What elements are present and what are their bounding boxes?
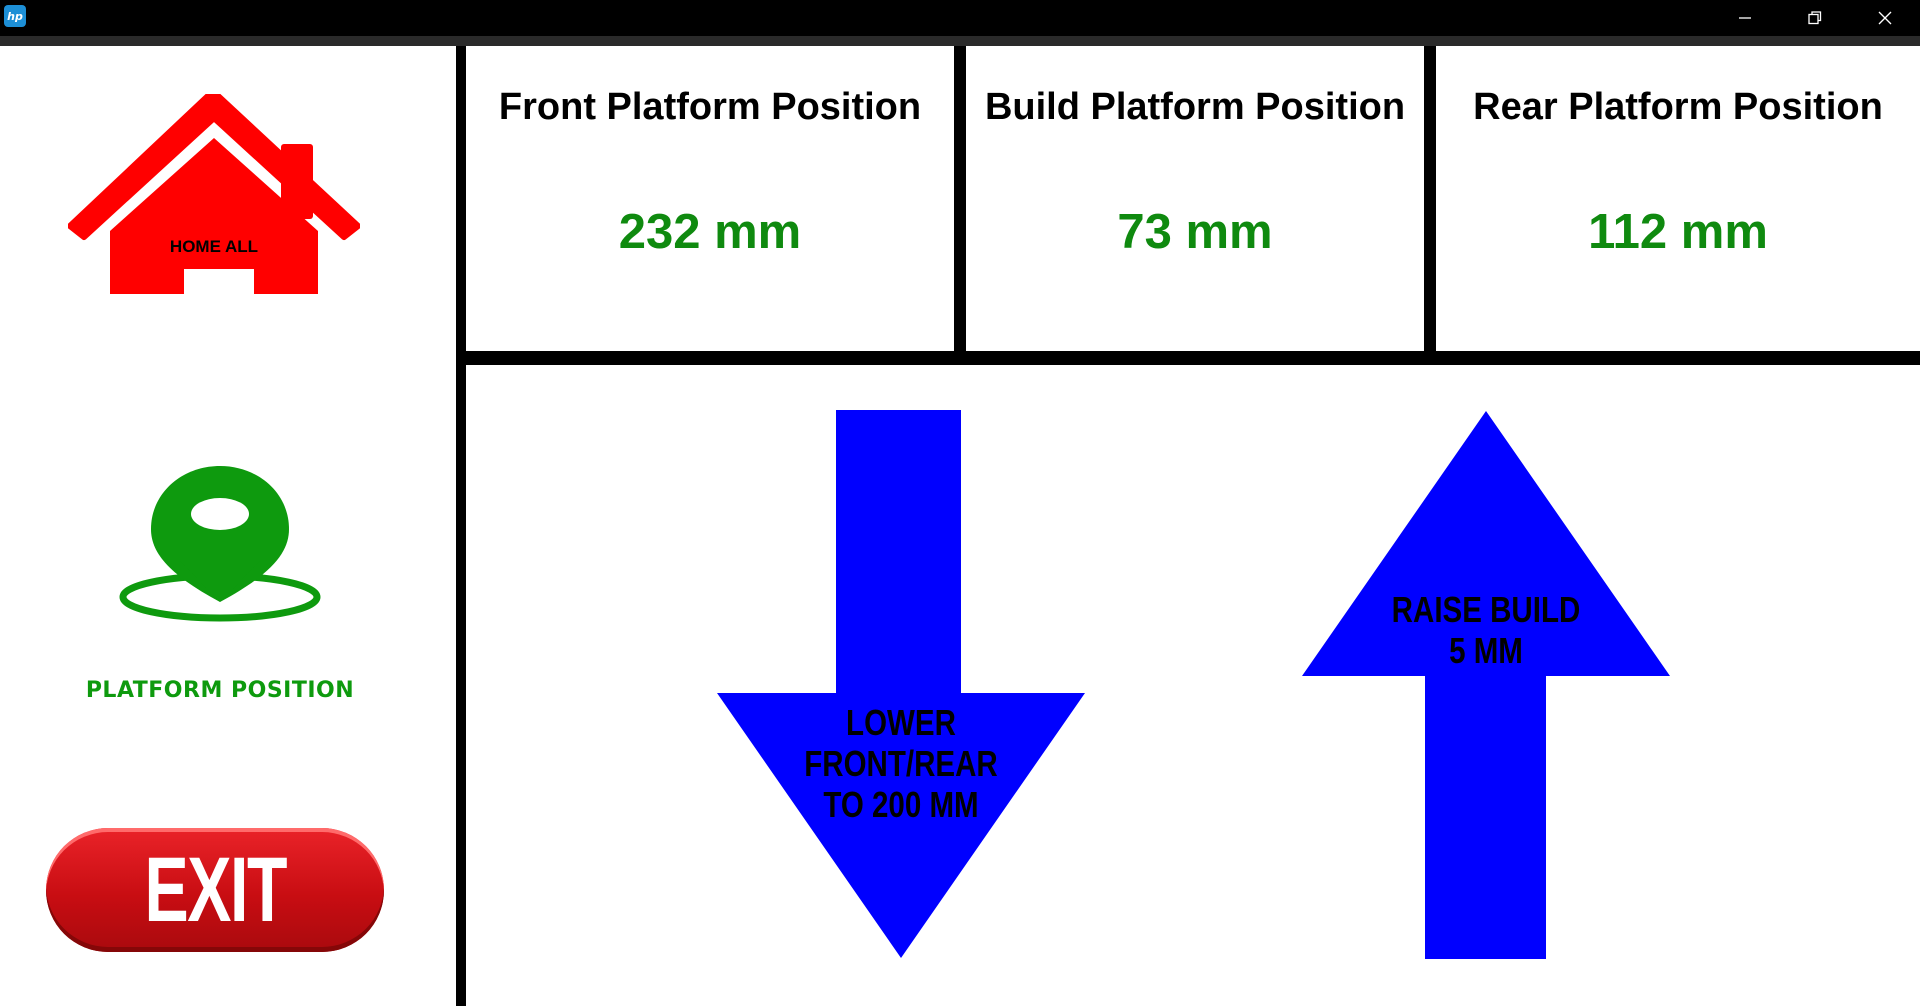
front-platform-value: 232 mm [618, 205, 802, 259]
home-all-button[interactable]: HOME ALL [67, 91, 361, 330]
platform-position-button[interactable]: PLATFORM POSITION [70, 456, 370, 716]
minimize-button[interactable] [1710, 0, 1780, 36]
rear-platform-value: 112 mm [1588, 205, 1768, 259]
lower-label-line-2: FRONT/REAR [804, 743, 998, 784]
raise-build-button[interactable]: RAISE BUILD 5 MM [1298, 409, 1678, 961]
title-bar: hp [0, 0, 1920, 46]
hp-logo-icon: hp [4, 5, 26, 27]
arrow-down-icon [717, 410, 1085, 958]
sidebar: HOME ALL PLATFORM POSITION EXIT [0, 46, 456, 1006]
rear-platform-title: Rear Platform Position [1473, 86, 1883, 128]
build-platform-value: 73 mm [1117, 205, 1273, 259]
raise-label-line-2: 5 MM [1449, 630, 1523, 671]
lower-front-rear-label: LOWER FRONT/REAR TO 200 MM [778, 702, 1024, 825]
exit-button[interactable]: EXIT [46, 828, 384, 952]
platform-position-label: PLATFORM POSITION [85, 678, 355, 703]
arrow-up-icon [1302, 411, 1670, 959]
map-pin-icon [119, 466, 321, 622]
front-platform-card: Front Platform Position 232 mm [466, 46, 954, 351]
close-icon [1878, 11, 1892, 25]
front-platform-title: Front Platform Position [498, 86, 922, 128]
restore-icon [1808, 11, 1822, 25]
raise-label-line-1: RAISE BUILD [1391, 589, 1581, 630]
build-platform-card: Build Platform Position 73 mm [966, 46, 1424, 351]
lower-label-line-3: TO 200 MM [823, 784, 979, 825]
control-panel: LOWER FRONT/REAR TO 200 MM RAISE BUILD 5… [466, 365, 1920, 1006]
build-platform-title: Build Platform Position [984, 86, 1406, 128]
lower-label-line-1: LOWER [846, 702, 956, 743]
raise-build-label: RAISE BUILD 5 MM [1363, 589, 1609, 671]
minimize-icon [1739, 17, 1751, 19]
house-icon [67, 91, 361, 330]
title-bar-divider [0, 36, 1920, 46]
close-button[interactable] [1850, 0, 1920, 36]
restore-button[interactable] [1780, 0, 1850, 36]
rear-platform-card: Rear Platform Position 112 mm [1436, 46, 1920, 351]
lower-front-rear-button[interactable]: LOWER FRONT/REAR TO 200 MM [711, 410, 1091, 960]
exit-label: EXIT [144, 839, 287, 941]
home-all-label: HOME ALL [169, 237, 259, 256]
